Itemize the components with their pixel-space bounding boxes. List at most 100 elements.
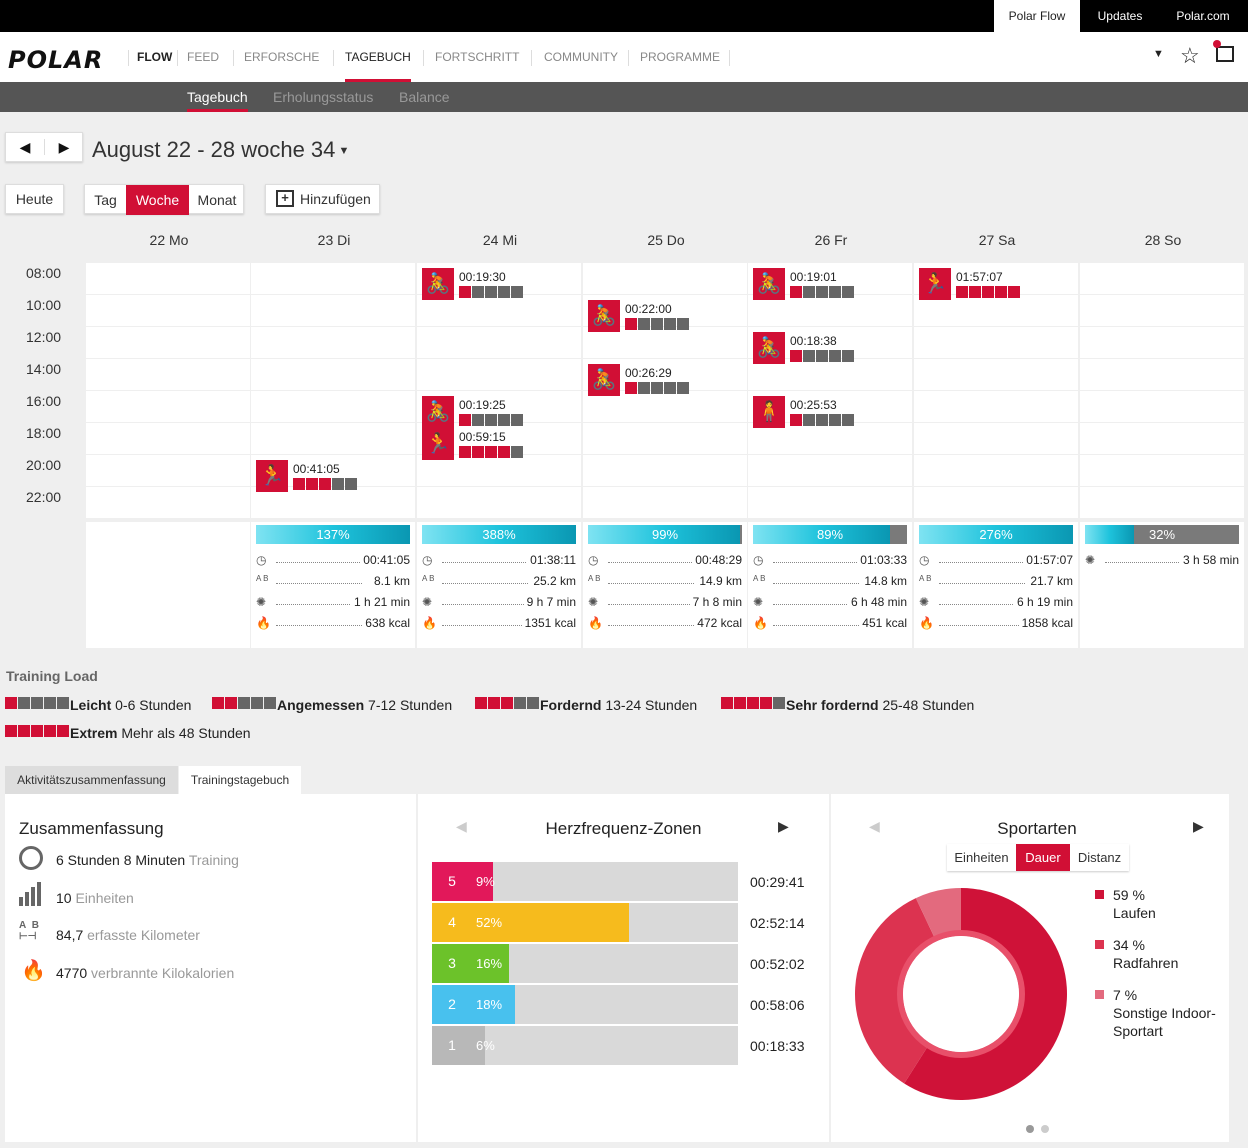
calendar-cell[interactable] <box>1080 359 1244 390</box>
subnav-balance[interactable]: Balance <box>399 89 450 105</box>
day-summary[interactable]: 99% ◷ 00:48:29 A B 14.9 km ✺ 7 h 8 min 🔥 472 kca… <box>583 522 747 648</box>
calendar-cell[interactable] <box>417 359 581 390</box>
view-month-button[interactable]: Monat <box>197 192 237 208</box>
toggle-einheiten[interactable]: Einheiten <box>954 850 1009 865</box>
training-session[interactable]: 🚴 00:19:25 <box>422 396 532 428</box>
nav-fortschritt[interactable]: FORTSCHRITT <box>435 50 520 64</box>
calendar-cell[interactable] <box>417 487 581 518</box>
calendar-cell[interactable] <box>1080 327 1244 358</box>
calendar-cell[interactable] <box>86 487 250 518</box>
calendar-cell[interactable] <box>914 455 1078 486</box>
calendar-cell[interactable] <box>1080 263 1244 294</box>
calendar-cell[interactable] <box>251 487 415 518</box>
calendar-cell[interactable] <box>86 359 250 390</box>
calendar-cell[interactable] <box>748 455 912 486</box>
next-week-icon[interactable]: ▶ <box>58 139 70 155</box>
calendar-cell[interactable] <box>914 327 1078 358</box>
calendar-cell[interactable] <box>914 487 1078 518</box>
day-summary[interactable]: 32% ✺ 3 h 58 min <box>1080 522 1244 648</box>
carousel-dot-active[interactable] <box>1026 1125 1034 1133</box>
training-session[interactable]: 🚴 00:19:30 <box>422 268 532 300</box>
carousel-dot[interactable] <box>1041 1125 1049 1133</box>
hr-zone-row[interactable]: 5 9% <box>432 862 738 901</box>
today-button[interactable]: Heute <box>5 184 64 214</box>
donut-slice[interactable] <box>915 888 961 942</box>
calendar-cell[interactable] <box>914 391 1078 422</box>
nav-flow[interactable]: FLOW <box>137 50 173 64</box>
calendar-cell[interactable] <box>748 487 912 518</box>
calendar-cell[interactable] <box>86 295 250 326</box>
calendar-cell[interactable] <box>583 455 747 486</box>
calendar-cell[interactable] <box>1080 423 1244 454</box>
top-link-polar-flow[interactable]: Polar Flow <box>994 0 1080 32</box>
calendar-cell[interactable] <box>748 423 912 454</box>
sports-prev-icon[interactable]: ◀ <box>869 818 880 834</box>
calendar-cell[interactable] <box>251 295 415 326</box>
calendar-cell[interactable] <box>748 359 912 390</box>
calendar-cell[interactable] <box>914 295 1078 326</box>
nav-tagebuch[interactable]: TAGEBUCH <box>345 32 411 82</box>
calendar-cell[interactable] <box>748 295 912 326</box>
calendar-cell[interactable] <box>86 455 250 486</box>
day-summary[interactable]: 276% ◷ 01:57:07 A B 21.7 km ✺ 6 h 19 min 🔥 1858 … <box>914 522 1078 648</box>
nav-feed[interactable]: FEED <box>187 50 220 64</box>
calendar-cell[interactable] <box>583 487 747 518</box>
calendar-cell[interactable] <box>1080 487 1244 518</box>
calendar-cell[interactable] <box>583 391 747 422</box>
calendar-cell[interactable] <box>914 423 1078 454</box>
top-link-polar-com[interactable]: Polar.com <box>1176 9 1230 23</box>
hr-zone-row[interactable]: 1 6% <box>432 1026 738 1065</box>
hr-zone-row[interactable]: 4 52% <box>432 903 738 942</box>
calendar-cell[interactable] <box>583 327 747 358</box>
training-session[interactable]: 🏃 00:59:15 <box>422 428 532 460</box>
polar-logo[interactable]: POLAR <box>8 46 104 74</box>
calendar-cell[interactable] <box>583 263 747 294</box>
training-session[interactable]: 🚴 00:26:29 <box>588 364 698 396</box>
calendar-cell[interactable] <box>1080 295 1244 326</box>
day-summary[interactable]: 137% ◷ 00:41:05 A B 8.1 km ✺ 1 h 21 min 🔥 638 kc… <box>251 522 415 648</box>
toggle-distanz[interactable]: Distanz <box>1077 850 1122 865</box>
toggle-dauer[interactable]: Dauer <box>1016 844 1070 871</box>
notification-icon[interactable] <box>1213 40 1234 62</box>
tab-activity-summary[interactable]: Aktivitätszusammenfassung <box>5 766 178 794</box>
view-day-button[interactable]: Tag <box>94 192 117 208</box>
sports-next-icon[interactable]: ▶ <box>1193 818 1204 834</box>
dropdown-caret-icon[interactable]: ▼ <box>1153 48 1164 60</box>
training-session[interactable]: 🚴 00:18:38 <box>753 332 863 364</box>
hr-prev-icon[interactable]: ◀ <box>456 818 467 834</box>
top-link-updates[interactable]: Updates <box>1097 9 1143 23</box>
hr-zone-row[interactable]: 3 16% <box>432 944 738 983</box>
view-week-button[interactable]: Woche <box>126 185 189 215</box>
hr-zone-row[interactable]: 2 18% <box>432 985 738 1024</box>
calendar-cell[interactable] <box>914 359 1078 390</box>
calendar-cell[interactable] <box>251 263 415 294</box>
week-caret-icon[interactable]: ▼ <box>335 145 350 158</box>
week-title[interactable]: August 22 - 28 woche 34 ▼ <box>92 137 349 163</box>
subnav-tagebuch[interactable]: Tagebuch <box>187 82 248 112</box>
tab-training-diary[interactable]: Trainingstagebuch <box>179 766 301 794</box>
calendar-cell[interactable] <box>583 423 747 454</box>
calendar-cell[interactable] <box>86 263 250 294</box>
training-session[interactable]: 🧍 00:25:53 <box>753 396 863 428</box>
calendar-cell[interactable] <box>251 327 415 358</box>
training-session[interactable]: 🏃 01:57:07 <box>919 268 1029 300</box>
calendar-cell[interactable] <box>417 327 581 358</box>
hr-next-icon[interactable]: ▶ <box>778 818 789 834</box>
day-summary[interactable]: 89% ◷ 01:03:33 A B 14.8 km ✺ 6 h 48 min 🔥 451 kc… <box>748 522 912 648</box>
calendar-cell[interactable] <box>1080 391 1244 422</box>
subnav-erholungsstatus[interactable]: Erholungsstatus <box>273 89 374 105</box>
calendar-cell[interactable] <box>251 359 415 390</box>
calendar-cell[interactable] <box>417 295 581 326</box>
star-icon[interactable]: ☆ <box>1180 43 1200 68</box>
calendar-cell[interactable] <box>251 423 415 454</box>
training-session[interactable]: 🏃 00:41:05 <box>256 460 366 492</box>
add-button[interactable]: + Hinzufügen <box>265 184 380 214</box>
training-session[interactable]: 🚴 00:19:01 <box>753 268 863 300</box>
calendar-cell[interactable] <box>86 327 250 358</box>
nav-community[interactable]: COMMUNITY <box>544 50 618 64</box>
calendar-cell[interactable] <box>86 391 250 422</box>
nav-erforsche[interactable]: ERFORSCHE <box>244 50 320 64</box>
calendar-cell[interactable] <box>86 423 250 454</box>
donut-slice[interactable] <box>904 888 1067 1100</box>
training-session[interactable]: 🚴 00:22:00 <box>588 300 698 332</box>
